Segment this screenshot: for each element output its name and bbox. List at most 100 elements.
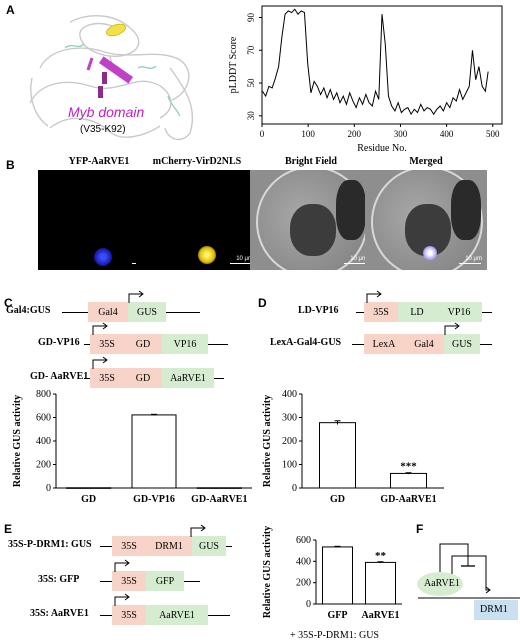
a-plddt-line [262,8,489,116]
micro-title-merged: Merged [409,156,443,167]
micro-title-yfp: YFP-AaRVE1 [68,156,130,167]
c-box-vp16: VP16 [162,334,208,354]
panel-c-letter: C [4,296,13,310]
a-xtick-label: 200 [348,129,362,139]
e-box-gus: GUS [192,536,226,556]
e-ytick-label: 200 [296,578,311,589]
d-bar [390,472,427,489]
micro-brightfield-image: 10 μm [250,170,372,270]
e-footnote: + 35S-P-DRM1: GUS [290,630,379,641]
a-ytick-label: 50 [246,78,256,88]
c-construct-label-1: Gal4:GUS [6,305,51,316]
d-box-gus: GUS [444,334,480,354]
c-box-gd-2: GD [124,334,162,354]
scale-label-merged: 10 μm [465,256,482,262]
d-box-vp16: VP16 [436,302,482,322]
e-construct-label-3: 35S: AaRVE1 [30,608,89,619]
a-ytick-label: 90 [246,12,256,22]
a-xtick-label: 500 [486,129,500,139]
e-ytick-label: 0 [306,599,311,610]
d-box-35s-1: 35S [364,302,398,322]
c-box-aarve1-3: AaRVE1 [162,368,214,388]
panel-a-letter: A [6,3,15,17]
c-ytick-label: 600 [36,413,51,424]
c-gus-bar-chart: 0 200 400 600 800 Relative GUS activity GD GD-V… [12,389,252,505]
d-category-label: GD-AaRVE1 [380,494,436,505]
micro-title-mcherry: mCherry-VirD2NLS [152,156,242,167]
d-construct-label-1: LD-VP16 [298,305,339,316]
e-ytick-label: 400 [296,556,311,567]
d-ytick-label: 300 [282,413,297,424]
d-ytick-label: 0 [292,483,297,494]
e-bar [365,561,396,605]
d-box-ld: LD [398,302,436,322]
c-ylabel: Relative GUS activity [12,395,23,487]
d-ylabel: Relative GUS activity [262,395,273,487]
micro-title-bright-field: Bright Field [285,156,337,167]
e-ytick-label: 600 [296,535,311,546]
c-ytick-label: 0 [46,483,51,494]
e-box-35s-3: 35S [112,605,146,625]
e-significance: ** [375,550,387,562]
c-box-35s-2: 35S [90,334,124,354]
d-significance: *** [400,461,417,473]
c-box-35s-3: 35S [90,368,124,388]
panel-b-letter: B [6,158,15,172]
e-bar [322,546,353,605]
e-construct-label-1: 35S-P-DRM1: GUS [8,539,92,550]
a-xtick-label: 300 [394,129,408,139]
d-category-label: GD [330,494,345,505]
c-category-label: GD-VP16 [133,494,175,505]
a-ytick-label: 30 [246,111,256,121]
c-category-label: GD [81,494,96,505]
scale-label-brightfield: 10 μm [350,256,367,262]
c-box-gal4: Gal4 [88,302,128,322]
c-bar [196,487,242,489]
myb-domain-label: Myb domain [68,104,145,120]
c-box-gus: GUS [128,302,166,322]
myb-domain-range: (V35-K92) [80,124,126,135]
a-xtick-label: 400 [440,129,454,139]
a-ytick-label: 70 [246,45,256,55]
e-category-label: GFP [328,610,348,621]
e-box-aarve1: AaRVE1 [146,605,208,625]
e-ylabel: Relative GUS activity [262,526,273,618]
a-xtick-label: 100 [301,129,315,139]
d-gus-bar-chart: 0 100 200 300 400 Relative GUS activity GD *** G… [262,389,444,505]
e-construct-label-2: 35S: GFP [38,574,80,585]
c-ytick-label: 400 [36,436,51,447]
d-construct-label-2: LexA-Gal4-GUS [270,337,342,348]
a-ylabel: pLDDT Score [228,36,239,93]
e-category-label: AaRVE1 [362,610,400,621]
d-bar [319,422,356,489]
d-ytick-label: 100 [282,460,297,471]
a-xtick-label: 0 [260,129,265,139]
c-box-gd-3: GD [124,368,162,388]
f-target-label: DRM1 [480,604,508,615]
c-ytick-label: 800 [36,389,51,400]
e-box-35s-2: 35S [112,571,146,591]
c-bar [131,414,177,489]
f-activator-label: AaRVE1 [424,578,460,589]
panel-f-letter: F [416,522,424,536]
d-ytick-label: 400 [282,389,297,400]
c-construct-label-3: GD- AaRVE1 [30,371,89,382]
d-box-lexa: LexA [364,334,404,354]
a-xlabel: Residue No. [357,143,406,154]
e-box-drm1: DRM1 [146,536,192,556]
panel-e-letter: E [4,522,13,536]
d-ytick-label: 200 [282,436,297,447]
e-box-35s-1: 35S [112,536,146,556]
micro-mcherry-image: 10 μm [136,170,258,270]
micro-merged-image: 10 μm [365,170,487,270]
c-construct-label-2: GD-VP16 [38,337,80,348]
scale-label-mcherry: 10 μm [236,256,253,262]
c-bar [66,487,112,489]
c-category-label: GD-AaRVE1 [191,494,247,505]
f-regulation-diagram [417,543,520,620]
e-gus-bar-chart: 0 200 400 600 Relative GUS activity GFP ** AaRV… [262,526,402,621]
panel-d-letter: D [258,296,267,310]
plddt-line-chart: 30 50 70 90 0 100 200 300 400 500 Residue No. pLDDT… [228,5,503,154]
c-ytick-label: 200 [36,460,51,471]
e-box-gfp: GFP [146,571,184,591]
